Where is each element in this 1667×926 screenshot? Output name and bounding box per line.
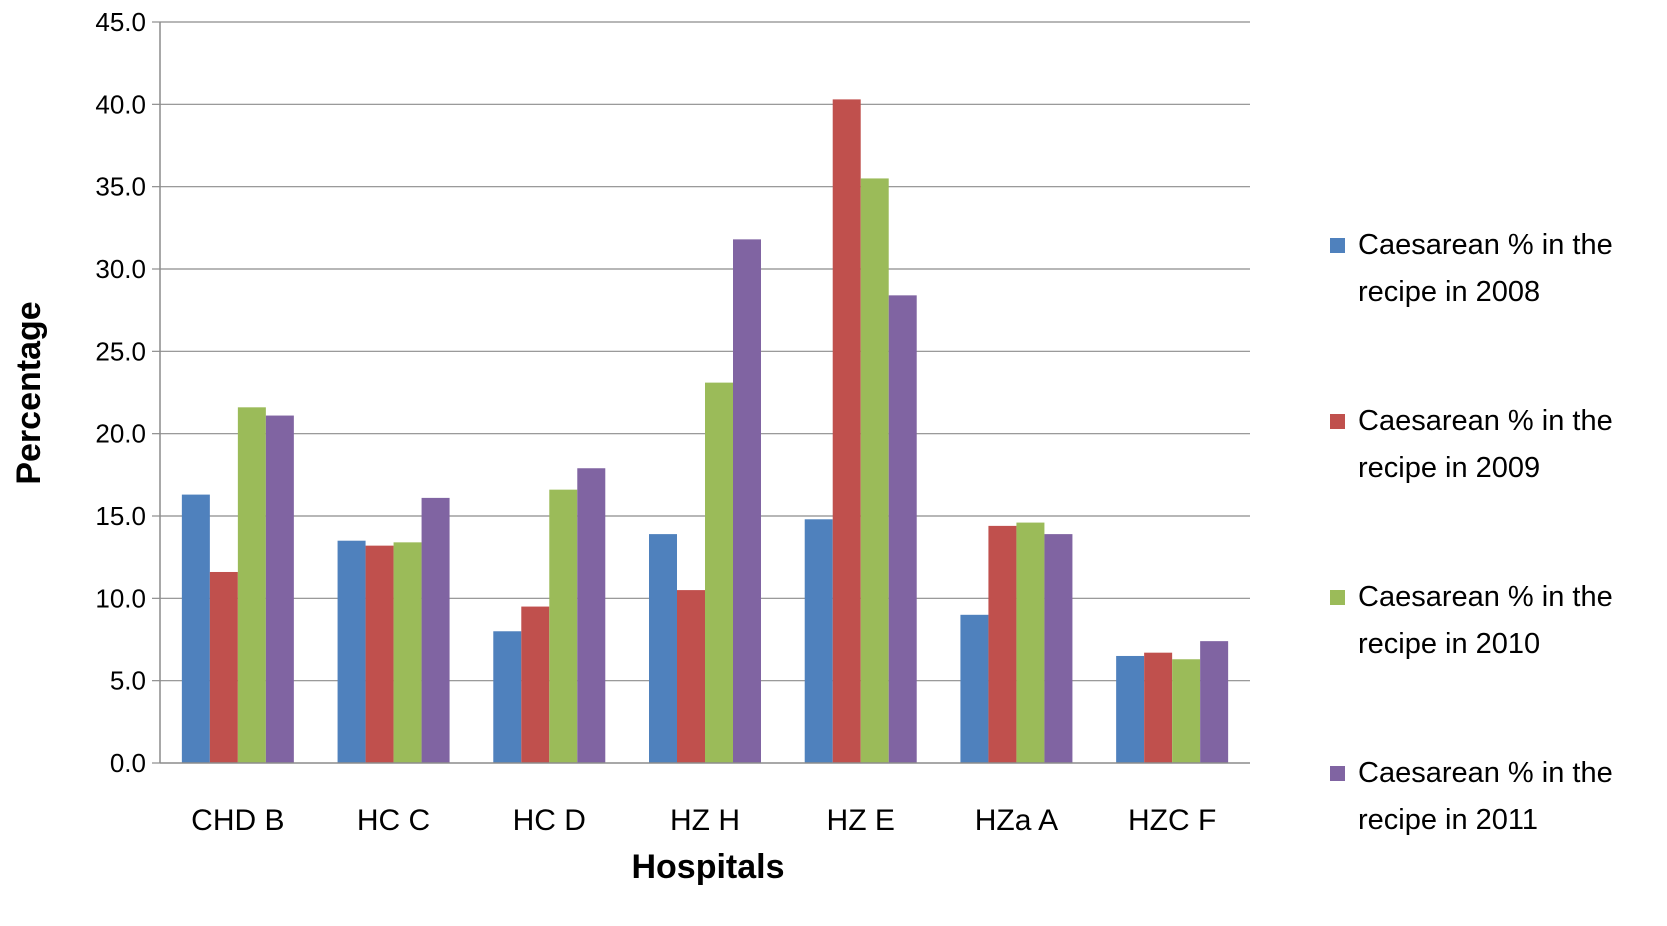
legend-item: Caesarean % in the recipe in 2009 — [1330, 398, 1665, 574]
y-tick-label: 15.0 — [95, 501, 146, 531]
x-tick-label: HZ E — [827, 804, 895, 837]
legend-item: Caesarean % in the recipe in 2011 — [1330, 750, 1665, 926]
y-tick-label: 5.0 — [110, 666, 146, 696]
x-tick-label: HZC F — [1128, 804, 1216, 837]
bar — [649, 534, 677, 763]
legend-swatch — [1330, 414, 1345, 429]
x-tick-label: HC C — [357, 804, 430, 837]
y-tick-label: 35.0 — [95, 172, 146, 202]
y-tick-label: 10.0 — [95, 583, 146, 613]
x-tick-labels: CHD B HC C HC D HZ H HZ E HZa A HZC F — [191, 804, 1216, 837]
bar — [677, 590, 705, 763]
y-tick-label: 45.0 — [95, 7, 146, 37]
bar — [804, 519, 833, 763]
bar — [1016, 522, 1045, 763]
bar — [1144, 652, 1173, 763]
legend-swatch — [1330, 766, 1345, 781]
bar — [577, 468, 606, 763]
bar — [209, 571, 238, 763]
bar — [1200, 641, 1229, 763]
y-tick-label: 40.0 — [95, 89, 146, 119]
legend-label: Caesarean % in the recipe in 2011 — [1358, 757, 1613, 836]
y-tick-label: 0.0 — [110, 748, 146, 778]
legend-item: Caesarean % in the recipe in 2010 — [1330, 574, 1665, 750]
bar — [265, 415, 294, 763]
legend-swatch — [1330, 590, 1345, 605]
bar — [521, 606, 550, 763]
bar — [705, 382, 733, 763]
x-axis-title: Hospitals — [631, 848, 784, 886]
bar — [832, 99, 861, 764]
legend-item: Caesarean % in the recipe in 2008 — [1330, 222, 1665, 398]
bar — [421, 497, 450, 763]
y-tick-label: 30.0 — [95, 254, 146, 284]
bar — [393, 542, 422, 763]
legend-label: Caesarean % in the recipe in 2010 — [1358, 581, 1613, 660]
bar — [1044, 534, 1073, 763]
x-tick-label: HC D — [513, 804, 586, 837]
bar — [888, 295, 917, 763]
bar — [960, 614, 989, 763]
bar — [493, 631, 522, 763]
bar — [181, 494, 210, 763]
bar — [860, 178, 889, 763]
bar — [365, 545, 394, 763]
legend-label: Caesarean % in the recipe in 2009 — [1358, 405, 1613, 484]
axes — [159, 22, 1250, 764]
bar — [237, 407, 266, 763]
bar — [733, 239, 761, 764]
bar-chart: 0.0 5.0 10.0 15.0 20.0 25.0 30.0 35.0 40.0 45.0 C… — [10, 7, 1250, 886]
bars — [181, 99, 1229, 764]
legend: Caesarean % in the recipe in 2008 Caesare… — [1330, 222, 1665, 926]
bar — [337, 540, 366, 763]
legend-swatch — [1330, 238, 1345, 253]
bar — [1116, 655, 1145, 763]
y-tick-labels: 0.0 5.0 10.0 15.0 20.0 25.0 30.0 35.0 40.0 45.0 — [95, 7, 146, 778]
legend-label: Caesarean % in the recipe in 2008 — [1358, 229, 1613, 308]
y-axis-title: Percentage — [10, 301, 48, 484]
y-tick-label: 20.0 — [95, 419, 146, 449]
bar — [549, 489, 578, 763]
y-tick-label: 25.0 — [95, 336, 146, 366]
x-tick-label: HZ H — [670, 804, 740, 837]
x-tick-label: CHD B — [191, 804, 284, 837]
bar — [988, 525, 1017, 763]
x-tick-label: HZa A — [975, 804, 1058, 837]
bar — [1172, 659, 1201, 763]
